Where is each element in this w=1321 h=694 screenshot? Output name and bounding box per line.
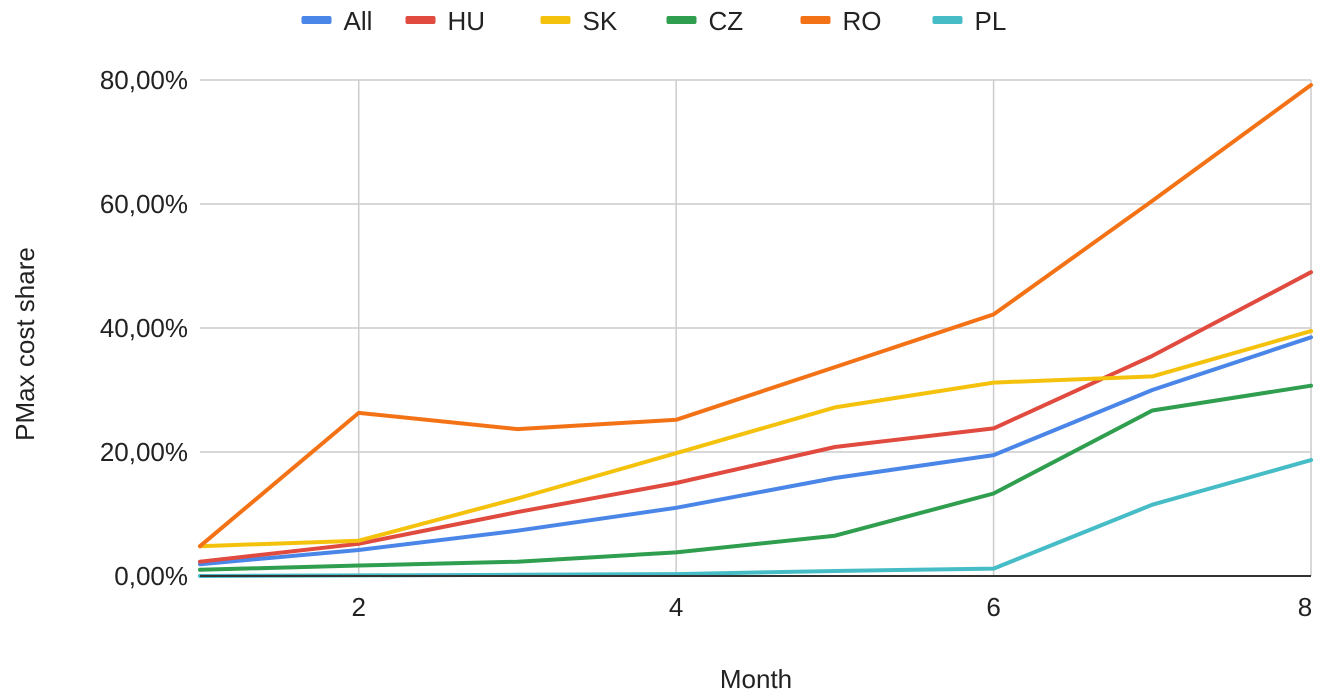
series-lines — [198, 83, 1313, 578]
legend-item-pl: PL — [932, 6, 1007, 36]
legend-label: PL — [975, 6, 1007, 36]
legend-item-cz: CZ — [666, 6, 744, 36]
legend-item-all: All — [301, 6, 373, 36]
legend-label: CZ — [709, 6, 744, 36]
y-tick-label: 0,00% — [114, 561, 188, 591]
legend: All HU SK CZ RO PL — [301, 6, 1007, 36]
series-line-ro — [198, 83, 1313, 549]
y-tick-label: 80,00% — [100, 65, 188, 95]
legend-item-hu: HU — [405, 6, 486, 36]
series-line-pl — [198, 458, 1313, 578]
axes: 0,00% 20,00% 40,00% 60,00% 80,00% 2 4 6 8 — [100, 65, 1312, 622]
y-axis-title: PMax cost share — [10, 247, 40, 441]
series-line-sk — [198, 329, 1313, 549]
legend-swatch — [301, 16, 332, 24]
x-tick-label: 8 — [1298, 592, 1312, 622]
series-line-all — [198, 335, 1313, 567]
legend-label: RO — [843, 6, 882, 36]
x-axis-title: Month — [720, 664, 792, 694]
x-tick-label: 6 — [986, 592, 1000, 622]
legend-label: All — [344, 6, 373, 36]
legend-swatch — [405, 16, 436, 24]
legend-item-sk: SK — [540, 6, 618, 36]
y-tick-label: 20,00% — [100, 437, 188, 467]
legend-label: SK — [583, 6, 618, 36]
gridlines — [200, 79, 1312, 576]
x-tick-label: 2 — [351, 592, 365, 622]
series-line-hu — [198, 270, 1313, 564]
legend-swatch — [540, 16, 571, 24]
legend-swatch — [800, 16, 831, 24]
y-tick-label: 40,00% — [100, 313, 188, 343]
legend-item-ro: RO — [800, 6, 882, 36]
legend-label: HU — [448, 6, 486, 36]
x-tick-label: 4 — [669, 592, 683, 622]
y-tick-label: 60,00% — [100, 189, 188, 219]
series-line-cz — [198, 383, 1313, 572]
legend-swatch — [932, 16, 963, 24]
legend-swatch — [666, 16, 697, 24]
